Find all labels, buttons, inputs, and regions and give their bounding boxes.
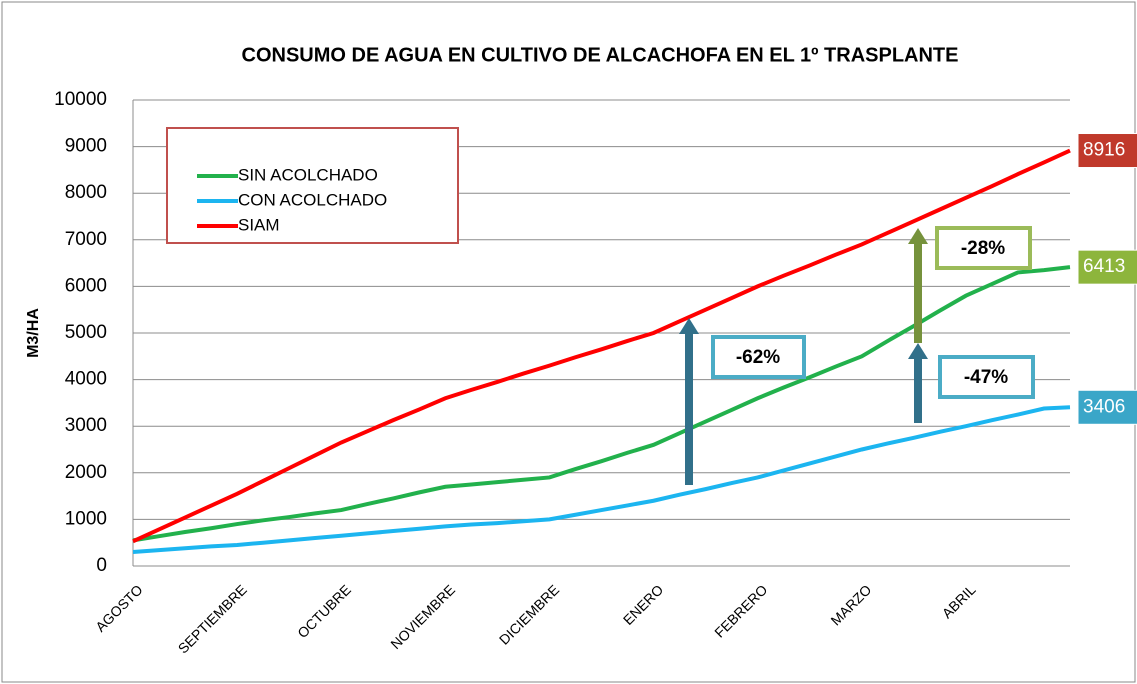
y-tick-label: 3000 [65, 415, 107, 436]
y-tick-label: 2000 [65, 462, 107, 483]
line-series [132, 265, 1071, 543]
line-series [132, 148, 1071, 544]
y-tick-label: 4000 [65, 369, 107, 390]
arrows [679, 228, 928, 485]
annotation: -28% [961, 238, 1005, 259]
y-tick-label: 6000 [65, 275, 107, 296]
data-label: 3406 [1083, 396, 1125, 417]
end-label-box [1077, 389, 1137, 425]
annotation-box [935, 226, 1032, 270]
end-label-box [1077, 249, 1137, 285]
legend-label: SIN ACOLCHADO [238, 165, 378, 184]
line-series [132, 405, 1071, 555]
y-tick-label: 5000 [65, 322, 107, 343]
y-tick-label: 10000 [54, 89, 107, 110]
legend-label: CON ACOLCHADO [238, 190, 387, 209]
y-tick-label: 8000 [65, 182, 107, 203]
end-label-box [1077, 133, 1137, 169]
y-axis-label: M3/HA [25, 308, 42, 358]
annotation-box [938, 355, 1035, 399]
data-label: 8916 [1083, 140, 1125, 161]
legend-box [166, 127, 459, 244]
annotation-box [711, 335, 806, 379]
annotation: -62% [736, 347, 780, 368]
y-tick-label: 0 [96, 555, 107, 576]
y-tick-label: 9000 [65, 136, 107, 157]
legend-label: SIAM [238, 215, 280, 234]
data-label: 6413 [1083, 256, 1125, 277]
annotation: -47% [964, 367, 1008, 388]
chart-title: CONSUMO DE AGUA EN CULTIVO DE ALCACHOFA … [242, 44, 959, 66]
y-tick-label: 7000 [65, 229, 107, 250]
y-tick-label: 1000 [65, 508, 107, 529]
